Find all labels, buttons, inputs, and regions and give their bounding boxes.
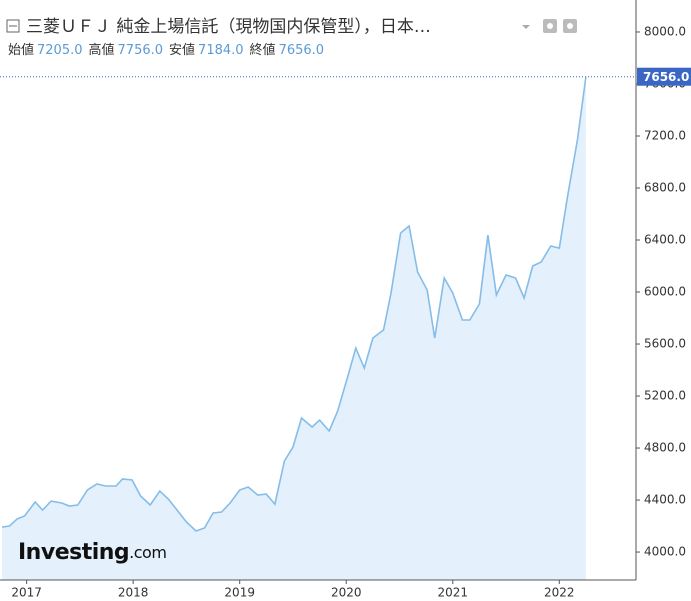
x-tick-label: 2019 [224,586,255,600]
y-tick-label: 4800.0 [644,441,686,455]
x-tick-label: 2017 [11,586,42,600]
y-tick-label: 4000.0 [644,545,686,559]
ohlc-value: 7184.0 [198,43,244,58]
y-tick-label: 4400.0 [644,493,686,507]
ohlc-value: 7205.0 [37,43,83,58]
dropdown-arrow [522,25,530,29]
x-tick-label: 2021 [437,586,468,600]
x-tick-label: 2022 [544,586,575,600]
y-tick-label: 8000.0 [644,24,686,38]
watermark-suffix: .com [129,543,166,562]
watermark: Investing.com [18,540,166,565]
y-tick-label: 7200.0 [644,128,686,142]
area-fill [2,76,586,580]
last-price-tag [637,67,691,86]
y-tick-label: 6800.0 [644,181,686,195]
x-tick-label: 2020 [331,586,362,600]
ohlc-label: 始値 [8,42,34,58]
ohlc-value: 7656.0 [279,43,325,58]
chart-title: 三菱ＵＦＪ 純金上場信託（現物国内保管型），日本… [26,17,431,37]
ohlc-row: 始値 7205.0 高値 7756.0 安値 7184.0 終値 7656.0 [8,42,324,58]
y-tick-label: 5200.0 [644,389,686,403]
x-tick-label: 2018 [118,586,149,600]
y-tick-label: 6000.0 [644,285,686,299]
ohlc-value: 7756.0 [118,43,164,58]
ohlc-label: 安値 [169,42,195,58]
collapse-icon [6,19,20,33]
y-tick-label: 6400.0 [644,233,686,247]
settings-icon-dot [547,23,553,29]
y-tick-label: 5600.0 [644,337,686,351]
ohlc-label: 終値 [250,42,276,58]
price-line [1,76,587,532]
gear-icon-dot [567,23,573,29]
watermark-brand: Investing [18,540,129,565]
last-price-label: 7656.0 [643,70,689,84]
ohlc-label: 高値 [89,42,115,58]
